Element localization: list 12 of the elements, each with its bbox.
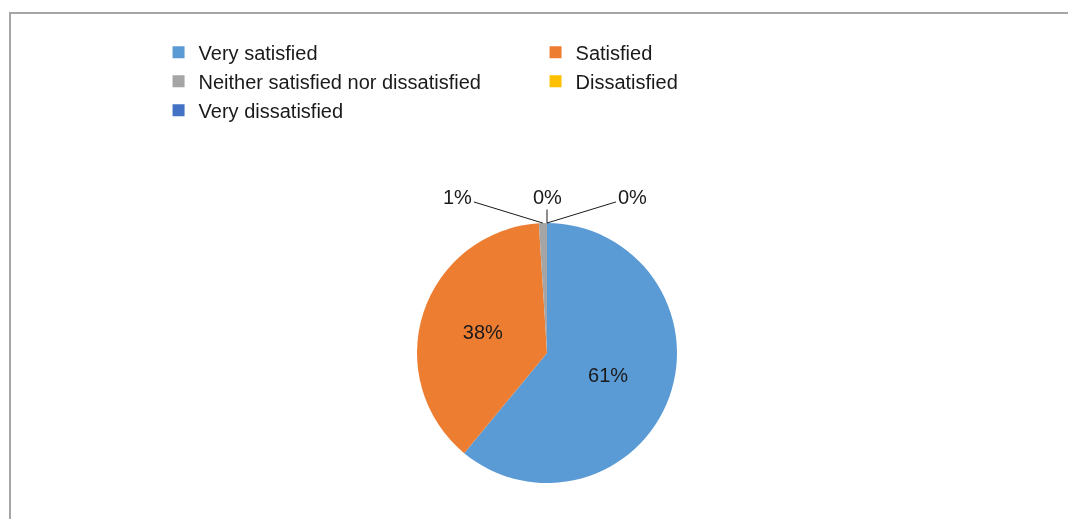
text: 0% (618, 186, 647, 208)
data-label: 38% (462, 321, 504, 344)
legend-label: Neither satisfied nor dissatisfied (198, 70, 481, 93)
legend-label: Satisfied (575, 41, 653, 64)
pie-slice (464, 223, 677, 483)
legend-label: Very dissatisfied (198, 99, 344, 122)
pie-slice (417, 223, 547, 454)
legend-label: Very satisfied (198, 41, 318, 64)
data-label: 61% (588, 364, 629, 387)
data-label: 1% (443, 186, 473, 208)
text: 0% (533, 186, 562, 208)
legend-label: Dissatisfied (575, 70, 678, 93)
